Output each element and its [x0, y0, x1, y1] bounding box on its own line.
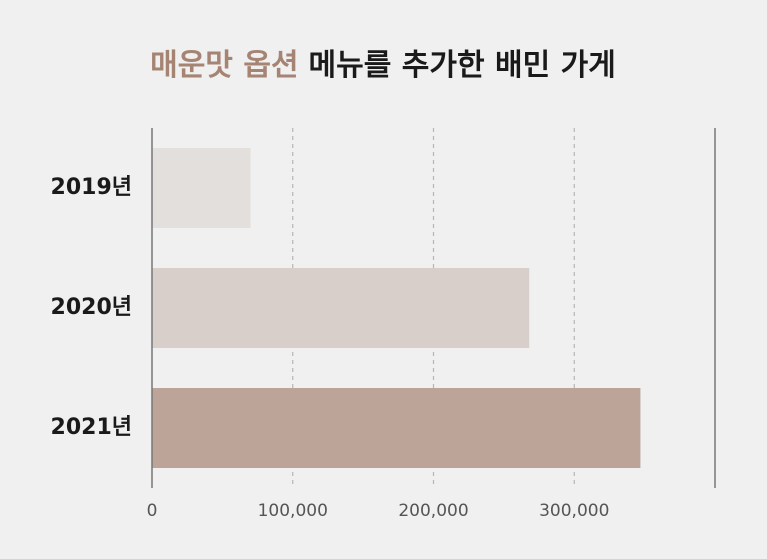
y-tick-label: 2019년 [51, 175, 132, 200]
chart-title: 매운맛 옵션 메뉴를 추가한 배민 가게 [150, 48, 616, 83]
bar [152, 148, 251, 228]
x-tick-label: 300,000 [539, 501, 609, 521]
bar [152, 388, 641, 468]
title-part: 메뉴를 추가한 배민 가게 [309, 48, 616, 83]
y-tick-label: 2021년 [51, 415, 132, 440]
x-tick-label: 0 [147, 501, 158, 521]
title-part: 매운맛 옵션 [150, 48, 298, 83]
bar [152, 268, 530, 348]
x-tick-label: 100,000 [258, 501, 328, 521]
y-tick-label: 2020년 [51, 295, 132, 320]
x-tick-label: 200,000 [398, 501, 468, 521]
